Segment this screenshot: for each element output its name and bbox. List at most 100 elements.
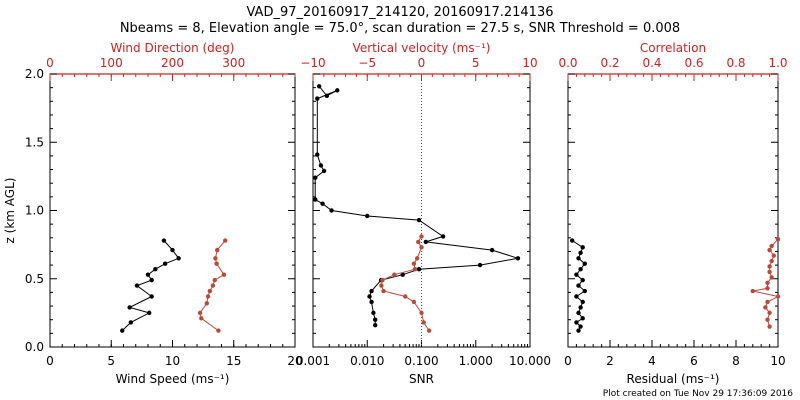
snr-plot-frame: [312, 73, 531, 348]
snr-vertical-velocity-point: [381, 288, 386, 294]
snr-snr-point: [313, 197, 318, 202]
snr-snr-point: [489, 247, 495, 253]
wind-wind-speed-point: [162, 261, 168, 266]
snr-xtick-top-label: 10: [522, 56, 537, 70]
wind-wind-speed-point: [147, 310, 152, 316]
wind-wind-direction-point: [212, 277, 217, 283]
snr-snr-point: [477, 262, 483, 268]
residual-xtick-top-label: 0.6: [684, 56, 703, 70]
snr-xtick-bottom-label: 0.001: [296, 354, 330, 368]
wind-xtick-bottom-label: 0: [46, 354, 54, 368]
ytick-label: 0.0: [25, 340, 44, 354]
snr-snr-point: [324, 93, 330, 99]
snr-xtick-top-label: 0: [418, 56, 426, 70]
wind-xtick-bottom-label: 15: [226, 354, 241, 368]
wind-xtick-bottom-label: 20: [287, 354, 302, 368]
residual-residual-point: [578, 266, 583, 272]
residual-xtick-bottom-label: 4: [648, 354, 656, 368]
ytick-label: 1.0: [25, 204, 44, 218]
wind-wind-speed-point: [134, 283, 140, 288]
snr-snr-point: [515, 256, 521, 261]
snr-snr-point: [365, 213, 370, 219]
wind-wind-direction-point: [214, 261, 219, 266]
snr-snr-point: [335, 88, 340, 93]
wind-xtick-top-label: 300: [222, 56, 245, 70]
wind-xtick-top-label: 200: [161, 56, 184, 70]
snr-vertical-velocity-point: [421, 320, 426, 325]
wind-wind-direction-point: [210, 283, 216, 288]
residual-residual-point: [574, 294, 579, 299]
ytick-label: 0.5: [25, 272, 44, 286]
snr-vertical-velocity-point: [411, 299, 417, 305]
wind-wind-speed-point: [161, 238, 167, 243]
snr-snr-point: [367, 294, 372, 299]
residual-residual-point: [574, 320, 579, 325]
residual-xtick-bottom-label: 10: [770, 354, 785, 368]
wind-wind-speed-point: [128, 320, 134, 325]
residual-xtick-top-label: 1.0: [768, 56, 787, 70]
wind-xtick-bottom-label: 5: [107, 354, 115, 368]
snr-snr-point: [313, 175, 318, 180]
snr-snr-point: [416, 217, 422, 223]
wind-wind-direction-point: [221, 272, 227, 277]
wind-wind-direction-point: [204, 301, 209, 306]
wind-wind-speed-point: [153, 266, 158, 272]
residual-top-axis-label: Correlation: [640, 41, 706, 55]
residual-residual-point: [578, 250, 583, 256]
residual-correlation-point: [767, 247, 772, 253]
residual-residual-point: [578, 324, 583, 329]
wind-wind-direction-point: [215, 247, 220, 253]
residual-residual-point: [570, 238, 575, 243]
residual-correlation-point: [763, 305, 768, 310]
wind-wind-speed-point: [170, 247, 175, 253]
residual-correlation-point: [765, 317, 770, 322]
wind-wind-direction-point: [197, 310, 203, 316]
snr-vertical-velocity-point: [412, 266, 418, 272]
snr-vertical-velocity-point: [379, 283, 384, 288]
wind-bottom-axis-label: Wind Speed (ms⁻¹): [116, 372, 230, 386]
wind-plot-frame: [49, 73, 296, 348]
snr-snr-point: [400, 272, 405, 277]
ytick-label: 2.0: [25, 67, 44, 81]
residual-residual-point: [580, 299, 585, 305]
wind-xtick-top-label: 100: [100, 56, 123, 70]
residual-xtick-bottom-label: 0: [564, 354, 572, 368]
snr-xtick-top-label: −5: [358, 56, 376, 70]
residual-correlation-point: [769, 258, 774, 264]
residual-correlation-point: [775, 294, 781, 299]
snr-snr-point: [416, 266, 422, 272]
snr-snr-point: [316, 84, 322, 89]
residual-residual-point: [576, 328, 581, 333]
wind-wind-direction-point: [222, 238, 228, 243]
residual-residual-point: [576, 283, 581, 288]
residual-correlation-point: [767, 324, 772, 329]
snr-vertical-velocity-point: [380, 277, 385, 283]
ytick-label: 1.5: [25, 135, 44, 149]
residual-residual-point: [578, 305, 583, 310]
snr-vertical-velocity-point: [419, 245, 424, 250]
snr-xtick-bottom-label: 10.000: [509, 354, 551, 368]
snr-vertical-velocity-point: [419, 234, 424, 239]
wind-xtick-top-label: 0: [46, 56, 54, 70]
residual-xtick-bottom-label: 2: [606, 354, 614, 368]
residual-correlation-point: [767, 310, 772, 316]
snr-vertical-velocity-point: [426, 328, 432, 333]
residual-correlation-point: [765, 299, 770, 305]
wind-wind-speed-line: [121, 240, 180, 331]
residual-correlation-point: [767, 264, 772, 269]
snr-snr-point: [315, 152, 320, 157]
snr-snr-point: [369, 299, 374, 305]
snr-snr-point: [423, 239, 428, 245]
snr-snr-point: [372, 317, 378, 322]
title-line1: VAD_97_20160917_214120, 20160917.214136: [247, 5, 554, 20]
snr-snr-point: [315, 96, 320, 101]
snr-snr-point: [320, 201, 325, 206]
wind-wind-direction-point: [199, 316, 204, 321]
residual-correlation-point: [765, 280, 770, 286]
wind-wind-direction-point: [216, 328, 221, 333]
residual-correlation-point: [769, 243, 774, 249]
snr-snr-point: [372, 322, 378, 328]
snr-snr-point: [371, 310, 376, 316]
residual-correlation-point: [769, 275, 774, 280]
residual-residual-point: [576, 256, 581, 261]
